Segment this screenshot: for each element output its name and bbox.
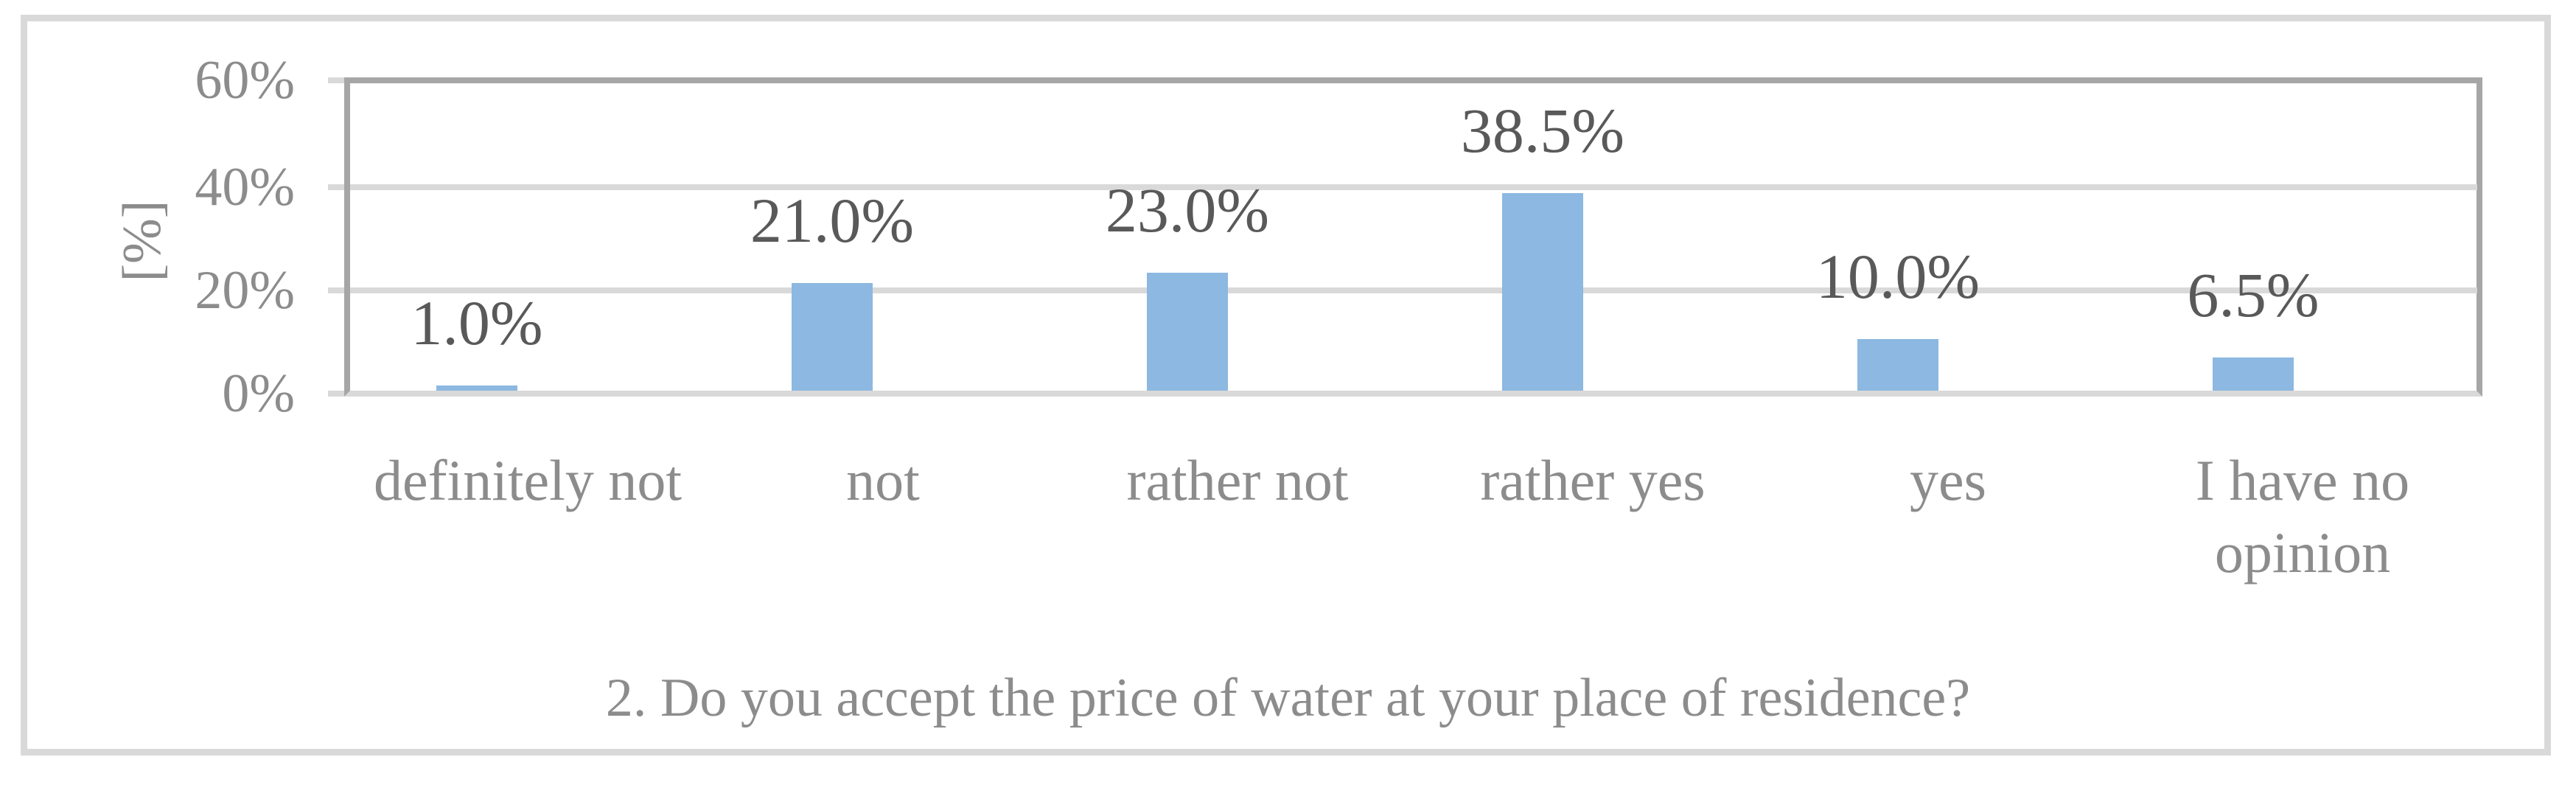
category-label-i-have-no-opinion: I have no opinion	[2195, 448, 2410, 585]
y-tickmark-0	[328, 391, 344, 397]
y-tick-label-0: 0%	[222, 363, 295, 424]
y-tickmark-60	[328, 77, 344, 83]
category-label-not: not	[846, 448, 920, 512]
chart-border-frame	[21, 15, 2551, 756]
y-tickmark-20	[328, 287, 344, 293]
data-label-not: 21.0%	[750, 185, 915, 256]
plot-area	[344, 77, 2482, 397]
data-label-definitely-not: 1.0%	[411, 287, 543, 358]
category-label-yes: yes	[1910, 448, 1986, 512]
gridline-20pct	[350, 287, 2477, 293]
bar-i-have-no-opinion	[2213, 357, 2294, 391]
bar-rather-yes	[1502, 193, 1583, 391]
gridline-40pct	[350, 184, 2477, 190]
bar-definitely-not	[436, 385, 517, 391]
y-tick-label-60: 60%	[195, 50, 295, 111]
category-label-definitely-not: definitely not	[373, 448, 683, 512]
bar-rather-not	[1147, 273, 1228, 391]
category-label-rather-yes: rather yes	[1480, 448, 1706, 512]
y-tick-label-20: 20%	[195, 260, 295, 321]
data-label-rather-yes: 38.5%	[1460, 95, 1625, 166]
category-label-rather-not: rather not	[1126, 448, 1349, 512]
data-label-i-have-no-opinion: 6.5%	[2187, 259, 2320, 330]
bar-not	[792, 283, 873, 391]
data-label-yes: 10.0%	[1815, 241, 1980, 312]
y-tickmark-40	[328, 184, 344, 190]
data-label-rather-not: 23.0%	[1105, 175, 1270, 245]
y-tick-label-40: 40%	[195, 157, 295, 217]
bar-yes	[1857, 339, 1938, 391]
chart-title: 2. Do you accept the price of water at y…	[605, 668, 1971, 728]
